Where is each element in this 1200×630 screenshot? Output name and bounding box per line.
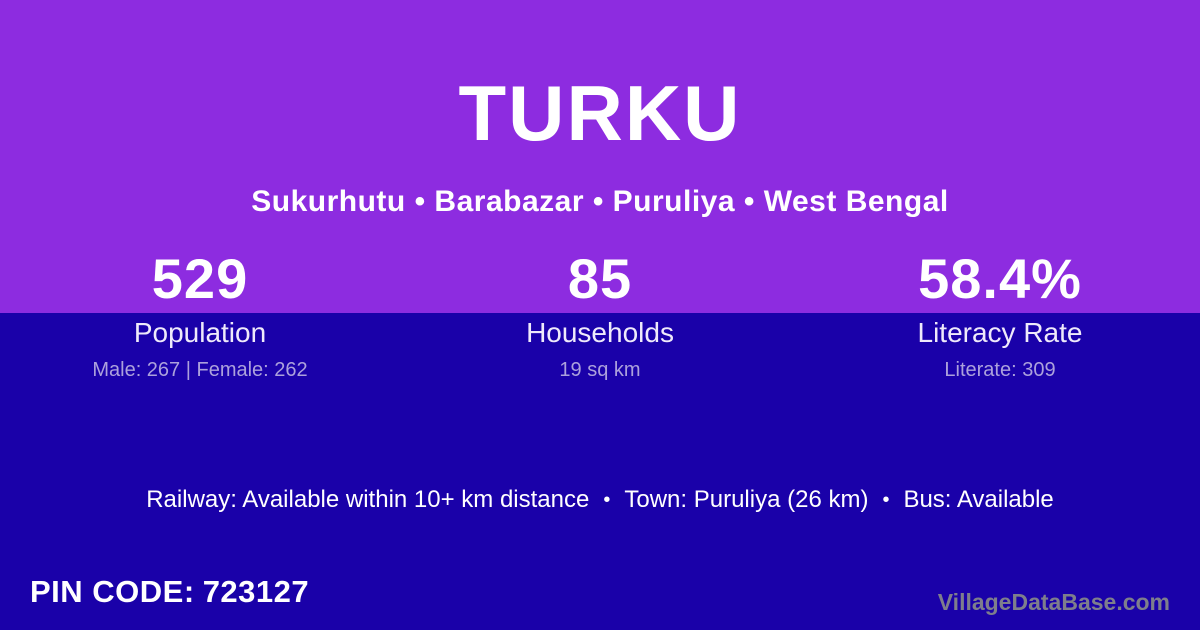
population-label: Population: [133, 317, 267, 348]
bullet-separator: •: [603, 489, 611, 511]
pin-code-value: 723127: [202, 574, 310, 609]
population-value: 529: [151, 247, 249, 310]
stat-literacy-rate: 58.4% Literacy Rate Literate: 309: [800, 250, 1200, 382]
literacy-rate-detail: Literate: 309: [944, 359, 1056, 381]
population-detail: Male: 267 | Female: 262: [92, 359, 308, 381]
town-info: Town: Puruliya (26 km): [624, 486, 869, 513]
households-label: Households: [526, 317, 674, 348]
stat-households: 85 Households 19 sq km: [400, 250, 800, 382]
pin-code: PIN CODE: 723127: [30, 574, 309, 610]
village-title: TURKU: [458, 69, 742, 157]
transport-info-bar: Railway: Available within 10+ km distanc…: [0, 486, 1200, 514]
top-background: [0, 0, 1200, 313]
railway-info: Railway: Available within 10+ km distanc…: [146, 486, 590, 513]
bullet-separator: •: [882, 489, 890, 511]
watermark: VillageDataBase.com: [937, 589, 1170, 615]
stat-population: 529 Population Male: 267 | Female: 262: [0, 250, 400, 382]
households-detail: 19 sq km: [559, 359, 641, 381]
stats-row: 529 Population Male: 267 | Female: 262 8…: [0, 250, 1200, 382]
location-breadcrumb: Sukurhutu • Barabazar • Puruliya • West …: [251, 185, 949, 218]
literacy-rate-label: Literacy Rate: [917, 317, 1083, 348]
literacy-rate-value: 58.4%: [918, 247, 1082, 310]
households-value: 85: [567, 247, 633, 310]
bus-info: Bus: Available: [903, 486, 1054, 513]
pin-code-label: PIN CODE:: [30, 574, 195, 609]
bottom-background: [0, 313, 1200, 630]
